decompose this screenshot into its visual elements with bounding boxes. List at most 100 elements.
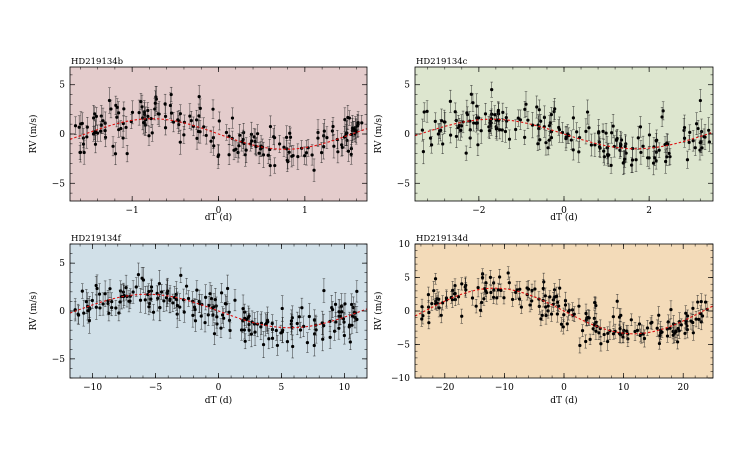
data-point <box>553 107 557 111</box>
data-point <box>577 150 581 154</box>
y-tick-label: −10 <box>391 374 410 384</box>
x-tick-label: −20 <box>435 383 454 393</box>
data-point <box>304 151 309 155</box>
data-point <box>691 139 695 143</box>
data-point <box>517 297 522 301</box>
xlabel-f: dT (d) <box>205 395 232 406</box>
data-point <box>664 159 668 164</box>
data-point <box>289 319 294 323</box>
data-point <box>515 288 519 292</box>
data-point <box>267 337 271 341</box>
data-point <box>147 134 151 138</box>
data-point <box>268 164 272 168</box>
panel-title-f: HD219134f <box>71 234 122 244</box>
data-point <box>118 300 122 304</box>
data-point <box>676 340 680 344</box>
ylabel-f: RV (m/s) <box>28 291 39 330</box>
data-point <box>503 129 508 134</box>
data-point <box>658 333 662 338</box>
data-point <box>476 286 480 290</box>
data-point <box>99 129 103 133</box>
data-point <box>483 112 488 116</box>
ticks-c: −2 0 2 −5 0 5 <box>397 67 713 216</box>
data-point <box>557 304 561 308</box>
data-point <box>159 290 164 294</box>
data-point <box>195 118 199 122</box>
panel-title-c: HD219134c <box>416 57 468 67</box>
x-tick-label: 0 <box>216 383 222 393</box>
x-tick-label: 2 <box>646 206 652 216</box>
data-point <box>541 286 545 291</box>
data-point <box>489 290 493 295</box>
data-point <box>526 118 530 122</box>
data-point <box>439 128 443 132</box>
x-tick-label: −5 <box>149 383 163 393</box>
data-point <box>77 125 81 129</box>
data-point <box>533 287 537 291</box>
data-point <box>427 310 431 315</box>
data-point <box>137 111 141 115</box>
data-point <box>255 132 260 136</box>
data-point <box>611 124 615 128</box>
data-point <box>549 312 554 316</box>
data-point <box>621 335 625 339</box>
data-point <box>150 131 154 135</box>
data-point <box>602 332 606 337</box>
data-point <box>526 287 531 291</box>
data-point <box>682 125 687 130</box>
data-point <box>684 311 688 315</box>
data-point <box>94 305 98 309</box>
data-point <box>450 298 455 302</box>
data-point <box>552 110 556 114</box>
data-point <box>337 326 341 330</box>
data-point <box>227 153 231 157</box>
data-point <box>343 302 347 306</box>
data-point <box>657 341 662 346</box>
data-point <box>189 119 193 123</box>
data-point <box>539 317 543 321</box>
data-point <box>655 326 659 330</box>
data-point <box>296 155 300 159</box>
data-point <box>422 110 426 114</box>
data-point <box>468 119 472 123</box>
data-point <box>209 139 213 143</box>
data-point <box>639 150 643 155</box>
data-point <box>685 314 690 318</box>
data-point <box>472 121 476 125</box>
data-point <box>549 136 554 140</box>
data-point <box>425 109 429 114</box>
data-point <box>332 329 337 333</box>
data-point <box>611 315 615 319</box>
data-point <box>602 155 606 159</box>
data-point <box>697 317 701 321</box>
data-point <box>247 314 251 318</box>
data-point <box>197 95 201 99</box>
data-point <box>659 331 663 335</box>
data-point <box>597 130 601 134</box>
data-point <box>346 149 351 153</box>
data-point <box>559 322 564 326</box>
data-point <box>496 288 500 292</box>
panel-hd219134f: −10 −5 0 5 10 −5 0 5 HD219134f dT (d) RV (m/s) <box>28 234 368 406</box>
data-point <box>291 153 295 158</box>
x-tick-label: 5 <box>279 383 285 393</box>
data-point <box>217 119 221 123</box>
data-point <box>174 297 179 302</box>
data-point <box>325 136 329 140</box>
data-point <box>252 135 256 139</box>
data-point <box>528 303 532 307</box>
data-point <box>524 102 528 106</box>
data-point <box>555 300 560 304</box>
data-point <box>142 120 146 125</box>
data-point <box>110 300 114 304</box>
data-point <box>316 136 320 140</box>
data-point <box>476 116 481 120</box>
data-point <box>441 142 445 146</box>
data-point <box>80 289 84 293</box>
data-point <box>86 309 90 313</box>
data-point <box>592 323 596 327</box>
data-point <box>280 306 284 311</box>
data-point <box>128 299 132 303</box>
data-point <box>193 307 197 312</box>
ticks-d: −20 −10 0 10 20 −10 −5 0 5 10 <box>391 240 713 393</box>
